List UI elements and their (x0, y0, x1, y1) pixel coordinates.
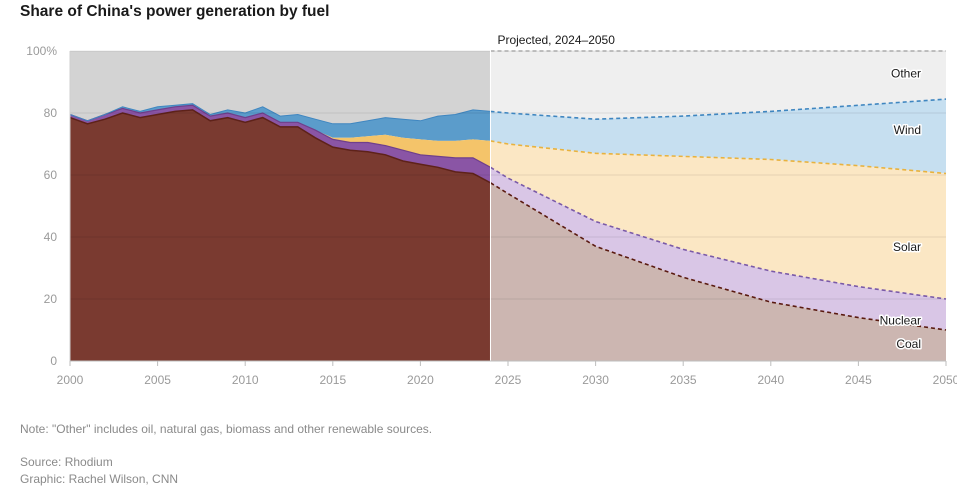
series-label-other: Other (891, 66, 921, 80)
x-tick-label: 2030 (582, 373, 609, 387)
series-label-solar: Solar (893, 240, 921, 254)
x-tick-label: 2040 (757, 373, 784, 387)
y-tick-label: 40 (44, 230, 58, 244)
series-label-nuclear: Nuclear (880, 314, 921, 328)
y-tick-label: 100% (26, 44, 57, 58)
x-tick-label: 2015 (319, 373, 346, 387)
x-tick-label: 2010 (232, 373, 259, 387)
chart-title: Share of China's power generation by fue… (20, 3, 330, 20)
y-tick-label: 80 (44, 106, 58, 120)
chart-areas (69, 51, 946, 362)
y-tick-label: 0 (50, 354, 57, 368)
footer-credit: Graphic: Rachel Wilson, CNN (20, 472, 179, 486)
line-nuclear-projected (490, 166, 947, 300)
x-tick-label: 2045 (845, 373, 872, 387)
x-tick-label: 2000 (57, 373, 84, 387)
line-nuclear-historical (69, 104, 491, 168)
area-nuclear-projected (490, 167, 946, 330)
area-nuclear-historical (70, 105, 491, 183)
line-coal-projected (490, 182, 947, 331)
area-other-historical (70, 51, 491, 124)
area-solar-projected (490, 140, 946, 299)
area-other-projected (490, 51, 946, 120)
line-wind-historical (69, 103, 491, 125)
chart-projection-lines (489, 45, 947, 361)
x-tick-label: 2050 (933, 373, 957, 387)
x-tick-label: 2020 (407, 373, 434, 387)
y-tick-label: 60 (44, 168, 58, 182)
projection-annotation: Projected, 2024–2050 (497, 33, 615, 47)
line-wind-projected (490, 98, 947, 121)
y-tick-label: 20 (44, 292, 58, 306)
line-coal-historical (69, 109, 491, 184)
footer-note: Note: "Other" includes oil, natural gas,… (20, 422, 433, 436)
series-label-wind: Wind (894, 123, 921, 137)
series-label-coal: Coal (896, 337, 921, 351)
area-wind-projected (490, 99, 946, 174)
footer-source: Source: Rhodium (20, 455, 113, 469)
area-coal-historical (70, 109, 491, 362)
x-tick-label: 2025 (495, 373, 522, 387)
chart-labels: Projected, 2024–2050 Other Wind Solar Nuclea… (497, 33, 922, 352)
line-solar-projected (490, 140, 947, 175)
x-tick-label: 2005 (144, 373, 171, 387)
area-coal-projected (490, 182, 946, 361)
x-tick-label: 2035 (670, 373, 697, 387)
